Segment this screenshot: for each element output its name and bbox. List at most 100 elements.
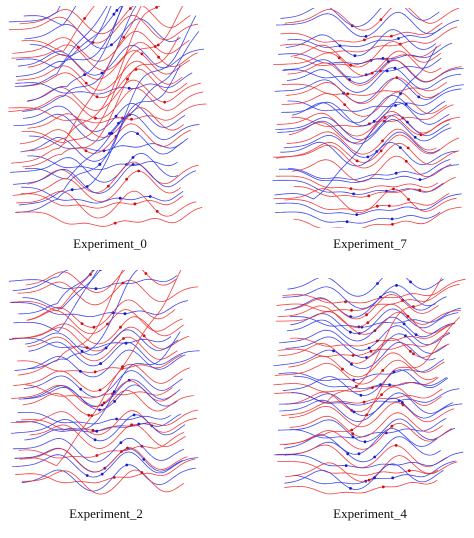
trajectory-red — [288, 115, 461, 144]
marker-blue — [125, 463, 129, 467]
trajectory-red — [19, 123, 192, 154]
marker-blue — [349, 487, 352, 490]
marker-red — [140, 471, 144, 474]
marker-blue — [400, 401, 404, 404]
trajectory-blue — [15, 72, 193, 95]
marker-red — [107, 184, 110, 188]
marker-red — [379, 69, 382, 73]
marker-red — [76, 45, 80, 49]
trajectory-blue — [280, 141, 458, 167]
trajectory-red — [17, 270, 124, 376]
trajectory-blue — [292, 94, 446, 124]
trajectory-red — [21, 6, 95, 52]
trajectory-red — [21, 469, 185, 495]
trajectory-blue — [12, 451, 199, 478]
marker-blue — [108, 132, 111, 135]
marker-red — [369, 349, 373, 353]
trajectory-red — [26, 79, 201, 111]
marker-blue — [112, 390, 116, 394]
trajectory-red — [9, 316, 184, 345]
caption-experiment-2: Experiment_2 — [69, 506, 143, 521]
marker-red — [126, 77, 129, 81]
caption-experiment-4: Experiment_4 — [333, 506, 407, 521]
marker-blue — [94, 287, 98, 291]
trajectory-blue — [291, 388, 460, 406]
trajectory-red — [275, 311, 451, 335]
marker-blue — [110, 131, 114, 135]
trajectory-red — [276, 283, 460, 312]
marker-blue — [338, 44, 342, 48]
marker-red — [84, 81, 88, 85]
marker-blue — [388, 383, 391, 387]
trajectory-red — [12, 170, 181, 203]
trajectory-blue — [8, 6, 61, 23]
trajectory-red — [280, 26, 458, 53]
marker-red — [349, 63, 353, 67]
marker-blue — [104, 346, 108, 350]
trajectory-blue — [279, 397, 463, 422]
marker-blue — [366, 155, 370, 159]
trajectory-blue — [28, 341, 200, 367]
trajectory-red — [25, 270, 177, 293]
trajectory-red — [21, 68, 188, 98]
trajectory-plot-experiment-0 — [8, 6, 207, 227]
trajectory-blue — [20, 131, 183, 162]
marker-blue — [351, 435, 355, 439]
marker-blue — [404, 334, 407, 338]
marker-red — [91, 428, 95, 432]
marker-blue — [372, 119, 376, 123]
trajectory-blue — [286, 67, 462, 93]
marker-blue — [390, 217, 394, 221]
marker-red — [129, 7, 132, 10]
trajectory-red — [284, 479, 438, 495]
trajectory-blue — [274, 46, 437, 200]
marker-blue — [79, 369, 82, 373]
marker-red — [394, 444, 398, 447]
marker-red — [379, 149, 383, 153]
marker-red — [346, 92, 350, 96]
marker-red — [387, 204, 391, 208]
marker-blue — [373, 455, 377, 459]
marker-blue — [136, 132, 139, 135]
marker-blue — [376, 282, 379, 285]
marker-blue — [352, 410, 356, 414]
marker-blue — [100, 472, 104, 476]
marker-red — [137, 169, 141, 173]
marker-red — [367, 478, 371, 482]
trajectory-red — [287, 59, 462, 86]
trajectory-blue — [287, 28, 441, 48]
trajectory-blue — [23, 370, 183, 398]
marker-red — [153, 45, 157, 48]
marker-red — [419, 133, 423, 137]
trajectory-blue — [293, 460, 456, 485]
marker-red — [155, 210, 159, 213]
marker-blue — [127, 86, 131, 90]
marker-red — [157, 55, 161, 59]
marker-red — [121, 281, 125, 285]
trajectory-red — [27, 50, 191, 80]
marker-blue — [352, 192, 355, 196]
trajectory-blue — [18, 270, 94, 315]
trajectory-red — [27, 161, 199, 194]
marker-blue — [85, 474, 89, 477]
trajectory-blue — [24, 31, 200, 180]
trajectory-blue — [277, 418, 456, 443]
marker-blue — [363, 440, 367, 444]
trajectory-red — [273, 142, 460, 169]
marker-blue — [92, 270, 95, 271]
marker-blue — [417, 95, 421, 99]
trajectory-red — [285, 77, 440, 105]
marker-blue — [112, 12, 116, 16]
marker-red — [381, 369, 385, 372]
marker-red — [412, 305, 415, 308]
marker-red — [392, 187, 395, 191]
trajectory-blue — [289, 307, 461, 328]
marker-blue — [70, 188, 74, 192]
trajectory-red — [27, 299, 176, 328]
trajectory-blue — [21, 464, 196, 492]
trajectory-blue — [284, 463, 444, 490]
marker-red — [126, 446, 129, 450]
marker-red — [363, 38, 366, 42]
trajectory-red — [278, 338, 450, 364]
marker-red — [102, 401, 106, 405]
